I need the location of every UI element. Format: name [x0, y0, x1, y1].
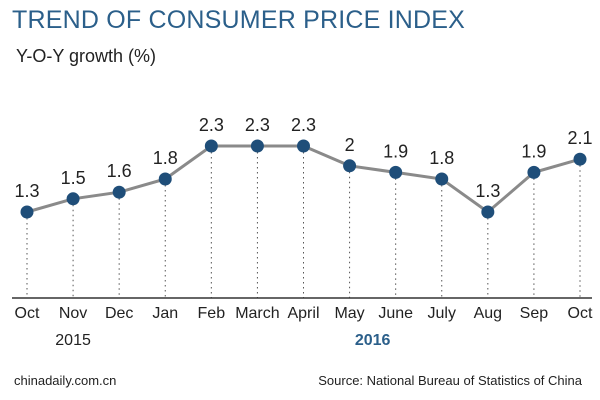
tick-label: May [334, 305, 364, 322]
data-point [112, 185, 126, 199]
markers [20, 139, 587, 219]
data-label: 1.9 [383, 141, 408, 161]
data-point [481, 205, 495, 219]
data-point [435, 172, 449, 186]
data-label: 1.3 [14, 181, 39, 201]
data-point [20, 205, 34, 219]
tick-labels: Oct Nov Dec Jan Feb March April May June July Aug S… [15, 305, 593, 322]
tick-label: March [235, 305, 279, 322]
tick-label: Oct [15, 305, 40, 322]
tick-label: Dec [105, 305, 133, 322]
tick-label: Aug [474, 305, 502, 322]
tick-label: Jan [152, 305, 178, 322]
tick-label: Nov [59, 305, 87, 322]
data-label: 2.3 [291, 115, 316, 135]
value-labels: 1.3 1.5 1.6 1.8 2.3 2.3 2.3 2 1.9 1.8 1.3 1.9 2.1 [14, 115, 592, 201]
data-point [297, 139, 310, 153]
year-labels: 2015 2016 [55, 332, 390, 349]
data-label: 2.3 [245, 115, 270, 135]
data-point [343, 159, 357, 173]
tick-label: June [378, 305, 413, 322]
data-point [250, 139, 264, 153]
data-point [389, 165, 403, 179]
year-label: 2016 [355, 332, 391, 349]
data-label: 1.8 [429, 148, 454, 168]
tick-label: April [287, 305, 319, 322]
data-label: 2 [345, 135, 355, 155]
tick-label: Oct [568, 305, 593, 322]
data-label: 2.1 [567, 128, 592, 148]
data-point [158, 172, 172, 186]
data-label: 1.5 [61, 168, 86, 188]
site-credit: chinadaily.com.cn [14, 373, 117, 388]
data-label: 1.3 [475, 181, 500, 201]
chart-subtitle: Y-O-Y growth (%) [16, 46, 157, 66]
data-label: 1.9 [521, 141, 546, 161]
source-credit: Source: National Bureau of Statistics of… [318, 373, 582, 388]
data-label: 1.6 [107, 161, 132, 181]
chart-title: TREND OF CONSUMER PRICE INDEX [12, 6, 466, 34]
tick-label: July [428, 305, 456, 322]
data-label: 2.3 [199, 115, 224, 135]
drop-lines [26, 152, 581, 298]
data-label: 1.8 [153, 148, 178, 168]
data-point [66, 192, 80, 206]
data-point [527, 165, 541, 179]
data-point [573, 152, 587, 166]
data-point [204, 139, 218, 153]
year-label: 2015 [55, 332, 91, 349]
tick-label: Feb [198, 305, 226, 322]
tick-label: Sep [520, 305, 549, 322]
